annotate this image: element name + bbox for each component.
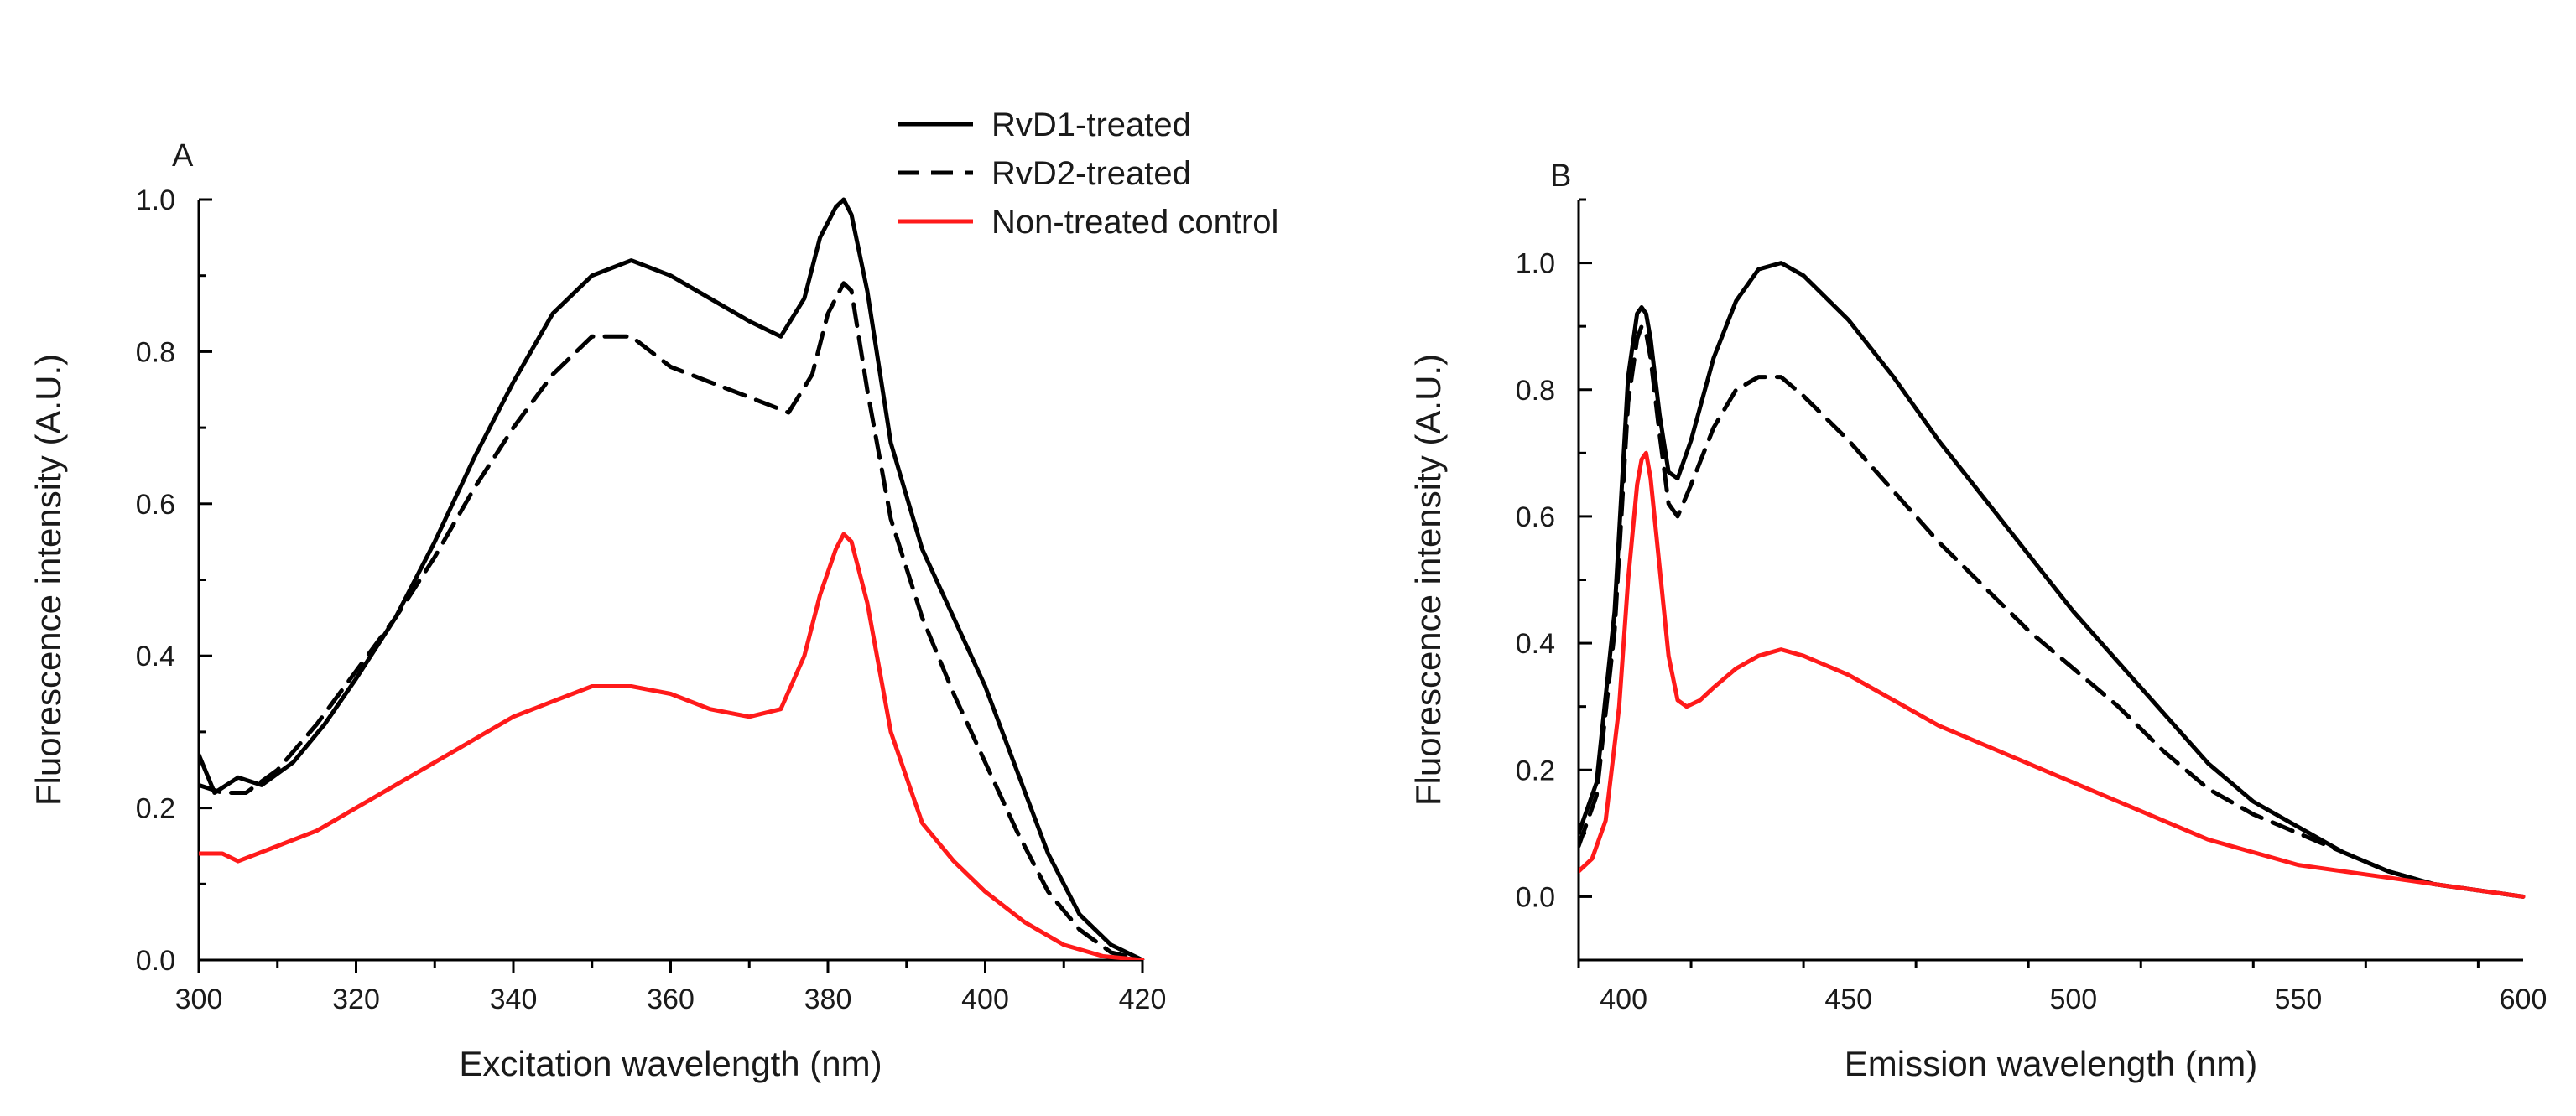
y-tick-label: 0.2 [1516,755,1555,786]
x-tick-label: 420 [1119,984,1167,1015]
y-tick-label: 1.0 [136,184,175,216]
y-tick-label: 0.6 [136,489,175,521]
panel-a: 300 320 340 360 380 400 420 0.0 0.2 0.4 0.6 0.8 1.0 E… [29,138,1166,1083]
y-tick-label: 1.0 [1516,248,1555,280]
panel-b: 400 450 500 550 600 0.0 0.2 0.4 0.6 0.8 1.0 Emissio… [1408,158,2547,1083]
panel-label: B [1550,158,1571,194]
y-tick-label: 0.2 [136,793,175,825]
x-tick-label: 600 [2500,984,2547,1015]
series-line-rvd2-treated [199,281,1145,960]
y-tick-label: 0.4 [1516,628,1555,660]
y-tick-label: 0.8 [1516,375,1555,407]
series-line-rvd1-treated [199,197,1145,960]
x-tick-label: 450 [1824,984,1872,1015]
series-line-rvd1-treated [1579,261,2526,899]
legend-label: RvD2-treated [991,155,1191,192]
x-axis-title: Emission wavelength (nm) [1845,1044,2258,1083]
y-tick-label: 0.4 [136,641,175,672]
y-tick-label: 0.6 [1516,501,1555,533]
series-line-rvd2-treated [1579,324,2526,899]
series-line-non-treated-control [1579,450,2526,899]
series-line-non-treated-control [199,532,1145,960]
x-tick-label: 300 [175,984,223,1015]
x-tick-label: 340 [490,984,538,1015]
y-tick-label: 0.8 [136,336,175,368]
y-axis-title: Fluorescence intensity (A.U.) [29,354,68,806]
x-tick-label: 360 [647,984,695,1015]
x-tick-label: 380 [804,984,852,1015]
legend-label: RvD1-treated [991,106,1191,143]
y-tick-label: 0.0 [136,945,175,977]
x-tick-label: 400 [1600,984,1647,1015]
x-axis-title: Excitation wavelength (nm) [459,1044,882,1083]
x-tick-label: 500 [2049,984,2097,1015]
y-axis-title: Fluorescence intensity (A.U.) [1408,354,1448,806]
panel-label: A [172,138,194,174]
x-tick-label: 550 [2275,984,2323,1015]
x-tick-label: 320 [332,984,380,1015]
legend-label: Non-treated control [991,204,1278,241]
x-tick-label: 400 [961,984,1009,1015]
y-tick-label: 0.0 [1516,881,1555,913]
legend: RvD1-treated RvD2-treated Non-treated cont… [898,106,1278,241]
